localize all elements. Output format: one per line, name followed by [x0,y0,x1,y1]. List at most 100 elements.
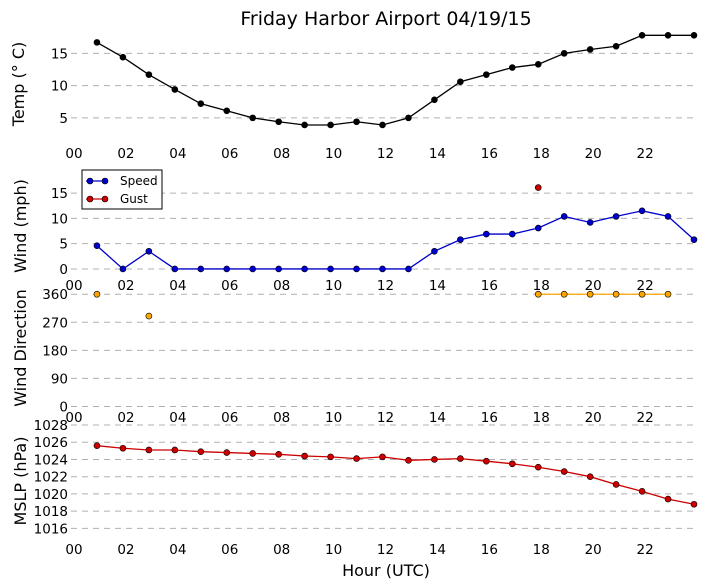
x-tick-label: 02 [117,410,134,426]
data-point [301,265,308,273]
y-tick-label: 1022 [34,470,68,486]
x-tick-label: 10 [325,542,342,558]
data-point [483,230,490,238]
x-tick-label: 00 [65,278,82,294]
x-tick-label: 10 [325,146,342,162]
data-point [560,213,568,220]
data-point [223,265,231,273]
data-point [690,500,698,508]
data-point [171,446,179,454]
x-tick-label: 04 [169,278,186,294]
legend-gust-label: Gust [120,192,148,206]
temp-panel: 5 10 15 00 02 04 06 08 10 12 14 16 18 20 22 Temp (° C) [9,31,698,162]
data-point [534,290,542,298]
data-point [275,450,282,458]
legend-speed-marker [86,177,94,185]
data-point [508,64,516,71]
y-axis-label: Temp (° C) [9,42,28,127]
data-point [690,236,698,243]
x-tick-label: 06 [221,542,238,558]
x-tick-label: 02 [117,542,134,558]
data-point [379,265,386,273]
wind-speed-panel: 0 5 10 15 00 02 04 06 08 10 12 14 16 18 20 22 Wind (mph) [11,179,698,294]
series-line [96,445,695,505]
x-tick-label: 12 [377,542,394,558]
data-point [638,207,646,215]
x-tick-label: 00 [65,542,82,558]
x-tick-label: 06 [221,146,238,162]
x-tick-label: 04 [169,542,186,558]
x-tick-label: 18 [533,146,550,162]
data-point [353,118,360,126]
x-axis-label: Hour (UTC) [342,561,430,580]
data-point [664,31,672,39]
x-tick-label: 16 [481,542,498,558]
x-tick-label: 22 [636,278,653,294]
y-tick-label: 10 [51,211,68,227]
legend-speed-label: Speed [120,174,158,188]
data-point [327,265,334,273]
data-point [508,230,516,238]
data-point [249,114,257,122]
data-point [664,495,672,503]
data-point [249,265,257,273]
x-tick-label: 10 [325,278,342,294]
data-point [353,265,360,273]
x-tick-label: 12 [377,278,394,294]
x-tick-label: 08 [273,278,290,294]
y-tick-label: 180 [42,343,68,359]
data-point [93,39,101,46]
data-point [379,121,386,129]
x-tick-label: 06 [221,410,238,426]
x-tick-label: 22 [636,542,653,558]
x-tick-label: 12 [377,410,394,426]
data-point [612,481,620,488]
y-tick-label: 15 [51,46,68,62]
legend-gust-marker [101,195,109,203]
x-tick-label: 06 [221,278,238,294]
data-point [353,455,360,462]
x-tick-label: 16 [481,146,498,162]
data-point [223,449,231,456]
x-tick-label: 04 [169,410,186,426]
x-tick-label: 20 [585,146,602,162]
data-point [690,31,698,39]
data-point [638,290,646,298]
data-point [119,265,127,273]
data-point [612,290,620,298]
data-point [508,460,516,468]
data-point [457,78,464,86]
data-point [586,473,594,480]
x-tick-label: 08 [273,410,290,426]
data-point [405,457,412,464]
y-tick-label: 1026 [34,435,68,451]
x-tick-label: 14 [429,410,446,426]
data-point [145,446,153,454]
series-line [96,34,694,126]
x-tick-label: 00 [65,410,82,426]
x-tick-label: 04 [169,146,186,162]
data-point [249,450,257,457]
y-tick-label: 0 [59,262,68,278]
data-point [145,312,153,320]
data-point [612,42,620,50]
data-point [664,290,672,298]
y-tick-label: 90 [51,371,68,387]
data-point [586,290,594,298]
x-tick-label: 16 [481,410,498,426]
data-point [457,236,464,243]
legend-speed-marker [101,177,109,185]
x-tick-label: 14 [429,146,446,162]
data-point [93,290,101,298]
data-point [275,265,282,273]
data-point [534,463,542,471]
x-tick-label: 20 [585,278,602,294]
data-point [431,247,438,255]
y-axis-label: Wind (mph) [11,179,30,273]
data-point [586,219,594,226]
y-tick-label: 1018 [34,504,68,520]
data-point [534,224,542,232]
y-tick-label: 15 [51,186,68,202]
legend-gust-marker [86,195,94,203]
